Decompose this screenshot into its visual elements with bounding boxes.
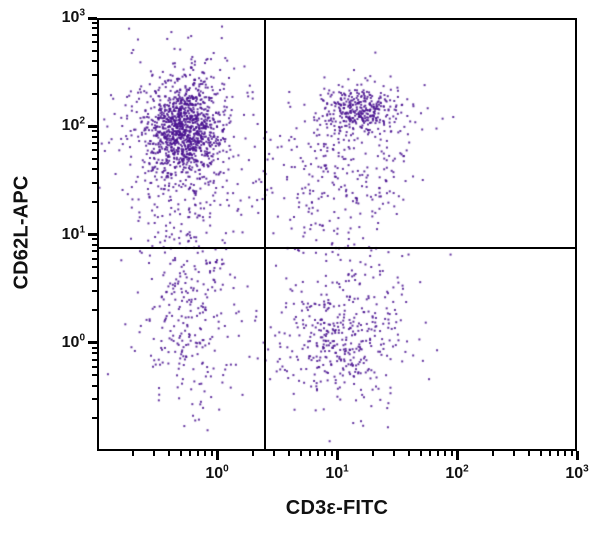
x-minor-tick bbox=[564, 451, 567, 456]
x-minor-tick bbox=[299, 451, 302, 456]
x-minor-tick bbox=[168, 451, 171, 456]
x-minor-tick bbox=[210, 451, 213, 456]
y-major-tick bbox=[88, 341, 97, 345]
y-minor-tick bbox=[92, 352, 97, 355]
x-minor-tick bbox=[492, 451, 495, 456]
y-major-tick bbox=[88, 233, 97, 236]
y-minor-tick bbox=[92, 181, 97, 184]
x-major-tick bbox=[575, 451, 579, 460]
y-minor-tick bbox=[92, 266, 97, 269]
x-minor-tick bbox=[153, 451, 156, 456]
y-minor-tick bbox=[92, 21, 97, 24]
x-minor-tick bbox=[393, 451, 396, 456]
quadrant-gate-horizontal-line bbox=[97, 247, 577, 250]
y-major-tick bbox=[88, 16, 97, 20]
y-minor-tick bbox=[92, 276, 97, 279]
x-minor-tick bbox=[252, 451, 255, 456]
quadrant-gate-vertical-line bbox=[263, 18, 266, 451]
x-minor-tick bbox=[444, 451, 447, 456]
x-major-tick bbox=[215, 451, 219, 460]
x-minor-tick bbox=[317, 451, 320, 456]
y-minor-tick bbox=[92, 398, 97, 401]
y-minor-tick bbox=[92, 365, 97, 368]
x-minor-tick bbox=[557, 451, 560, 456]
x-major-tick bbox=[455, 451, 459, 460]
x-minor-tick bbox=[132, 451, 135, 456]
x-axis-label: CD3ε-FITC bbox=[285, 497, 389, 519]
x-minor-tick bbox=[324, 451, 327, 456]
y-tick-label: 101 bbox=[61, 224, 85, 243]
y-minor-tick bbox=[92, 257, 97, 260]
x-minor-tick bbox=[528, 451, 531, 456]
y-minor-tick bbox=[92, 142, 97, 145]
y-minor-tick bbox=[92, 92, 97, 95]
y-minor-tick bbox=[92, 157, 97, 160]
x-minor-tick bbox=[273, 451, 276, 456]
y-minor-tick bbox=[92, 243, 97, 246]
y-tick-label: 102 bbox=[61, 115, 85, 135]
x-tick-label: 101 bbox=[325, 463, 349, 482]
x-minor-tick bbox=[189, 451, 192, 456]
y-minor-tick bbox=[92, 168, 97, 171]
scatter-points-canvas bbox=[97, 18, 577, 451]
x-tick-label: 103 bbox=[565, 463, 589, 482]
y-minor-tick bbox=[92, 384, 97, 387]
x-minor-tick bbox=[197, 451, 200, 456]
y-minor-tick bbox=[92, 33, 97, 36]
y-minor-tick bbox=[92, 374, 97, 377]
y-major-tick bbox=[88, 124, 97, 128]
x-minor-tick bbox=[330, 451, 333, 456]
x-minor-tick bbox=[429, 451, 432, 456]
y-minor-tick bbox=[92, 41, 97, 43]
y-minor-tick bbox=[92, 417, 97, 420]
x-minor-tick bbox=[419, 451, 422, 456]
y-minor-tick bbox=[92, 135, 97, 138]
x-minor-tick bbox=[570, 451, 573, 456]
y-minor-tick bbox=[92, 73, 97, 76]
x-minor-tick bbox=[437, 451, 440, 456]
y-tick-label: 103 bbox=[61, 7, 85, 26]
y-minor-tick bbox=[92, 290, 97, 293]
x-minor-tick bbox=[288, 451, 291, 456]
x-minor-tick bbox=[549, 451, 552, 456]
x-tick-label: 102 bbox=[445, 463, 469, 482]
y-minor-tick bbox=[92, 49, 97, 52]
x-minor-tick bbox=[513, 451, 516, 456]
y-minor-tick bbox=[92, 27, 97, 30]
y-minor-tick bbox=[92, 200, 97, 203]
x-tick-label: 100 bbox=[205, 463, 229, 482]
x-minor-tick bbox=[450, 451, 453, 456]
y-minor-tick bbox=[92, 309, 97, 312]
x-minor-tick bbox=[539, 451, 542, 456]
y-minor-tick bbox=[92, 346, 97, 349]
y-minor-tick bbox=[92, 60, 97, 63]
x-minor-tick bbox=[179, 451, 182, 456]
x-minor-tick bbox=[408, 451, 411, 456]
y-minor-tick bbox=[92, 250, 97, 253]
y-axis-label: CD62L-APC bbox=[10, 174, 33, 290]
y-minor-tick bbox=[92, 238, 97, 241]
x-minor-tick bbox=[372, 451, 375, 456]
y-minor-tick bbox=[92, 358, 97, 361]
y-tick-label: 100 bbox=[61, 332, 85, 351]
x-minor-tick bbox=[204, 451, 207, 456]
y-minor-tick bbox=[92, 130, 97, 133]
y-minor-tick bbox=[92, 149, 97, 152]
x-major-tick bbox=[335, 451, 339, 460]
x-minor-tick bbox=[309, 451, 312, 456]
